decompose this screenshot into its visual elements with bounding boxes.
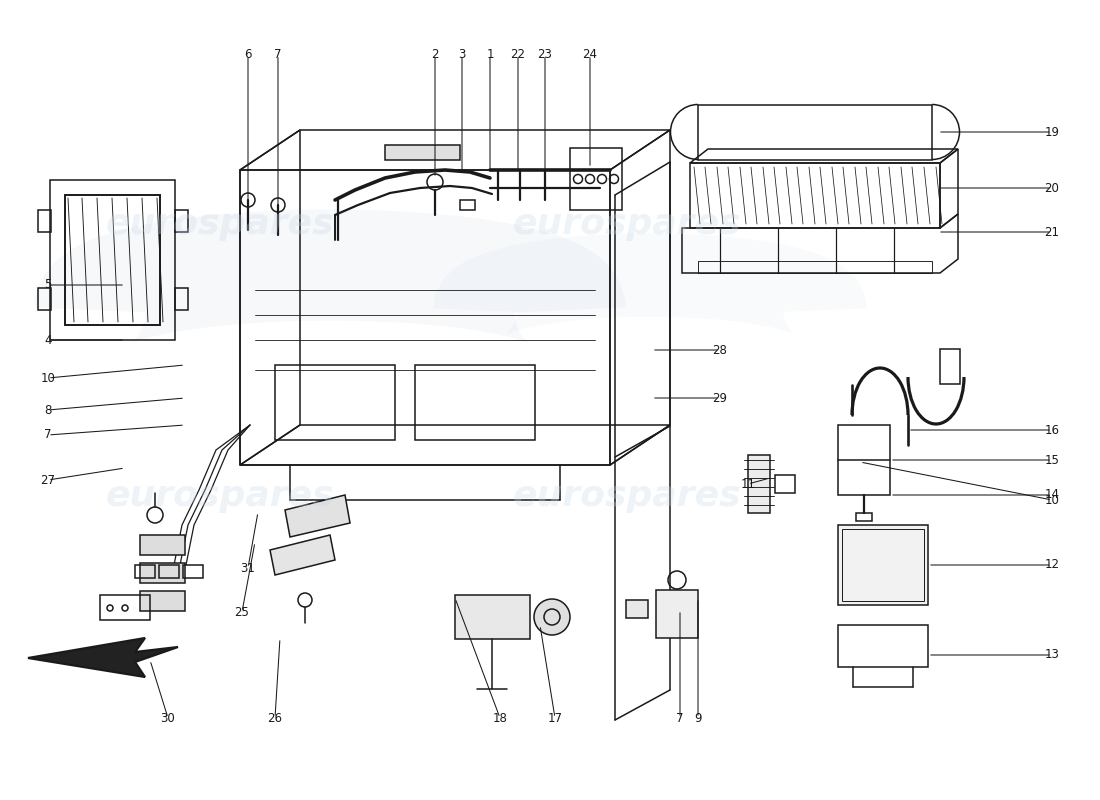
Text: 8: 8 <box>44 403 52 417</box>
Bar <box>838 525 928 605</box>
Bar <box>160 565 179 578</box>
Bar <box>240 170 611 465</box>
Text: 15: 15 <box>1045 454 1059 466</box>
Bar <box>140 591 185 611</box>
Polygon shape <box>28 638 178 677</box>
Bar <box>183 565 204 578</box>
Polygon shape <box>285 495 350 537</box>
Bar <box>275 365 395 440</box>
Text: 17: 17 <box>548 711 562 725</box>
Text: 9: 9 <box>694 711 702 725</box>
Text: 10: 10 <box>41 371 55 385</box>
Text: 7: 7 <box>676 711 684 725</box>
Text: 12: 12 <box>1045 558 1059 571</box>
Bar <box>175 210 188 232</box>
Text: 3: 3 <box>459 49 465 62</box>
Text: 10: 10 <box>1045 494 1059 506</box>
Text: 30: 30 <box>161 711 175 725</box>
Bar <box>140 535 185 555</box>
Bar <box>135 565 155 578</box>
Bar <box>776 475 795 493</box>
Text: 22: 22 <box>510 49 526 62</box>
Text: eurospares: eurospares <box>106 207 334 241</box>
Text: 20: 20 <box>1045 182 1059 194</box>
Bar <box>39 288 51 310</box>
Bar <box>842 529 924 601</box>
Text: 29: 29 <box>713 391 727 405</box>
Bar <box>698 105 932 160</box>
Polygon shape <box>270 535 336 575</box>
Text: 1: 1 <box>486 49 494 62</box>
Bar <box>65 195 160 325</box>
Text: eurospares: eurospares <box>513 207 741 241</box>
Bar <box>175 288 188 310</box>
Bar <box>460 200 475 210</box>
Bar <box>455 595 530 639</box>
Text: 21: 21 <box>1045 226 1059 238</box>
Text: 11: 11 <box>740 478 756 490</box>
Text: 23: 23 <box>538 49 552 62</box>
Text: 26: 26 <box>267 711 283 725</box>
Text: 24: 24 <box>583 49 597 62</box>
Bar <box>415 365 535 440</box>
Text: 16: 16 <box>1045 423 1059 437</box>
Bar <box>748 455 770 513</box>
Text: 13: 13 <box>1045 649 1059 662</box>
Bar <box>570 148 622 210</box>
Text: 19: 19 <box>1045 126 1059 138</box>
Bar <box>626 600 648 618</box>
Text: 14: 14 <box>1045 489 1059 502</box>
Text: 5: 5 <box>44 278 52 291</box>
Circle shape <box>534 599 570 635</box>
Text: eurospares: eurospares <box>106 479 334 513</box>
Text: 6: 6 <box>244 49 252 62</box>
Bar <box>385 145 460 160</box>
Bar <box>690 163 940 228</box>
Text: 27: 27 <box>41 474 55 486</box>
Text: 25: 25 <box>234 606 250 618</box>
Text: 28: 28 <box>713 343 727 357</box>
Text: eurospares: eurospares <box>513 479 741 513</box>
Bar <box>698 261 932 273</box>
Text: 4: 4 <box>44 334 52 346</box>
Text: 31: 31 <box>241 562 255 574</box>
Text: 2: 2 <box>431 49 439 62</box>
Bar <box>39 210 51 232</box>
Text: 7: 7 <box>44 429 52 442</box>
Bar <box>838 625 928 667</box>
Bar <box>140 563 185 583</box>
Bar <box>856 513 872 521</box>
Bar <box>940 349 960 384</box>
Bar <box>838 425 890 495</box>
Bar <box>656 590 699 638</box>
Text: 18: 18 <box>493 711 507 725</box>
Text: 7: 7 <box>274 49 282 62</box>
